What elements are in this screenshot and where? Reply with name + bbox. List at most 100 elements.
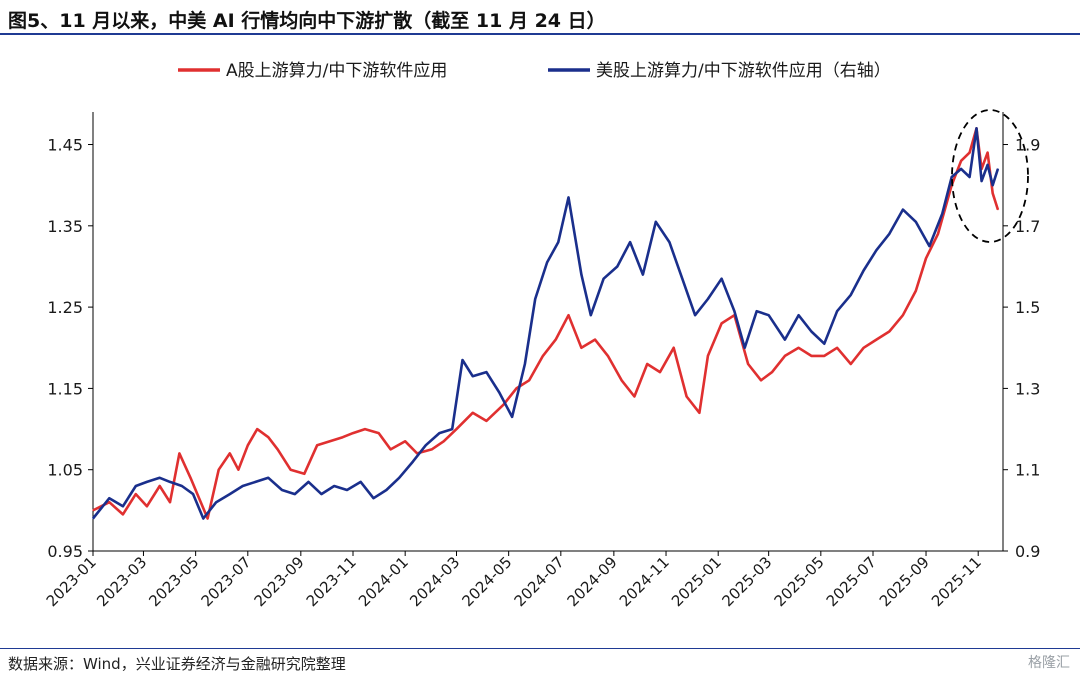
data-point: [342, 436, 344, 438]
data-point: [192, 493, 194, 495]
x-tick-label: 2025-01: [668, 553, 725, 610]
data-point: [707, 355, 709, 357]
data-point: [580, 274, 583, 276]
left-y-tick-label: 1.25: [47, 298, 83, 317]
data-point: [178, 452, 180, 454]
data-point: [721, 322, 723, 324]
right-y-tick-label: 1.7: [1015, 217, 1040, 236]
data-point: [229, 493, 231, 495]
data-point: [875, 249, 878, 251]
right-y-tick-label: 0.9: [1015, 542, 1040, 561]
series-line-b: [91, 127, 1000, 520]
data-point: [673, 347, 675, 349]
right-y-tick-label: 1.3: [1015, 379, 1040, 398]
data-point: [498, 391, 500, 394]
data-point: [485, 420, 487, 422]
x-tick-label: 2023-03: [93, 553, 150, 610]
data-point: [960, 168, 962, 170]
data-point: [515, 387, 518, 389]
line-chart: A股上游算力/中下游软件应用 美股上游算力/中下游软件应用（右轴） 0.95 1.…: [43, 61, 1041, 610]
data-point: [215, 501, 217, 503]
data-point: [981, 180, 983, 182]
data-point: [472, 375, 474, 377]
data-point: [902, 209, 904, 211]
data-point: [455, 428, 458, 430]
data-point: [159, 477, 161, 479]
data-point: [987, 164, 989, 166]
data-point: [915, 221, 917, 223]
data-point: [290, 469, 292, 471]
x-tick-label: 2025-05: [771, 553, 828, 610]
data-point: [378, 432, 380, 434]
x-tick-label: 2024-01: [355, 553, 412, 610]
data-point: [502, 404, 505, 406]
data-point: [398, 477, 400, 479]
data-point: [267, 436, 269, 438]
x-tick-label: 2023-11: [303, 553, 360, 610]
data-point: [360, 481, 362, 483]
data-point: [277, 448, 279, 450]
data-point: [329, 440, 331, 442]
data-point: [352, 432, 354, 434]
data-point: [721, 278, 723, 280]
data-point: [320, 493, 322, 495]
data-point: [333, 485, 335, 487]
data-point: [836, 310, 838, 312]
data-point: [425, 444, 427, 446]
data-point: [485, 371, 487, 373]
data-point: [198, 497, 200, 499]
data-point: [655, 221, 657, 223]
data-point: [969, 152, 971, 154]
data-point: [863, 269, 865, 272]
legend-label-a: A股上游算力/中下游软件应用: [226, 61, 447, 81]
data-point: [237, 469, 239, 471]
data-point: [92, 517, 94, 520]
data-point: [256, 428, 258, 430]
data-point: [633, 395, 636, 398]
data-point: [511, 416, 513, 418]
series-line-a: [92, 127, 1000, 520]
data-point: [135, 485, 137, 487]
data-point: [542, 355, 544, 357]
x-tick-label: 2025-11: [928, 553, 985, 610]
data-point: [850, 294, 852, 296]
data-point: [567, 196, 570, 198]
data-point: [646, 363, 648, 365]
data-point: [169, 501, 171, 503]
data-point: [390, 448, 392, 450]
data-point: [969, 176, 971, 178]
data-point: [451, 428, 453, 430]
data-point: [823, 343, 825, 345]
data-point: [616, 265, 618, 268]
x-tick-label: 2024-03: [406, 553, 463, 610]
data-point: [580, 347, 583, 349]
data-point: [992, 184, 994, 186]
data-point: [372, 497, 375, 499]
data-point: [267, 477, 269, 479]
data-point: [603, 278, 605, 280]
data-point: [888, 233, 890, 235]
x-tick-label: 2023-07: [198, 553, 255, 610]
data-point: [122, 505, 124, 507]
data-point: [294, 493, 296, 495]
data-point: [915, 290, 917, 292]
data-point: [698, 412, 701, 414]
data-point: [771, 371, 773, 373]
data-point: [364, 428, 366, 430]
data-point: [307, 481, 310, 483]
data-point: [747, 363, 749, 365]
data-point: [951, 176, 953, 178]
watermark-brand: 格隆汇: [1028, 655, 1070, 671]
data-point: [760, 379, 762, 381]
data-point: [836, 347, 838, 349]
data-point: [412, 461, 414, 463]
right-y-tick-label: 1.5: [1015, 298, 1040, 317]
data-point: [546, 261, 548, 263]
series-b: [91, 127, 1000, 520]
data-point: [810, 330, 813, 333]
data-point: [925, 257, 927, 259]
series-lines: [91, 127, 1000, 520]
highlight-ellipse: [951, 109, 1029, 243]
source-note: 数据来源：Wind，兴业证券经济与金融研究院整理: [8, 655, 346, 673]
data-point: [218, 469, 220, 471]
